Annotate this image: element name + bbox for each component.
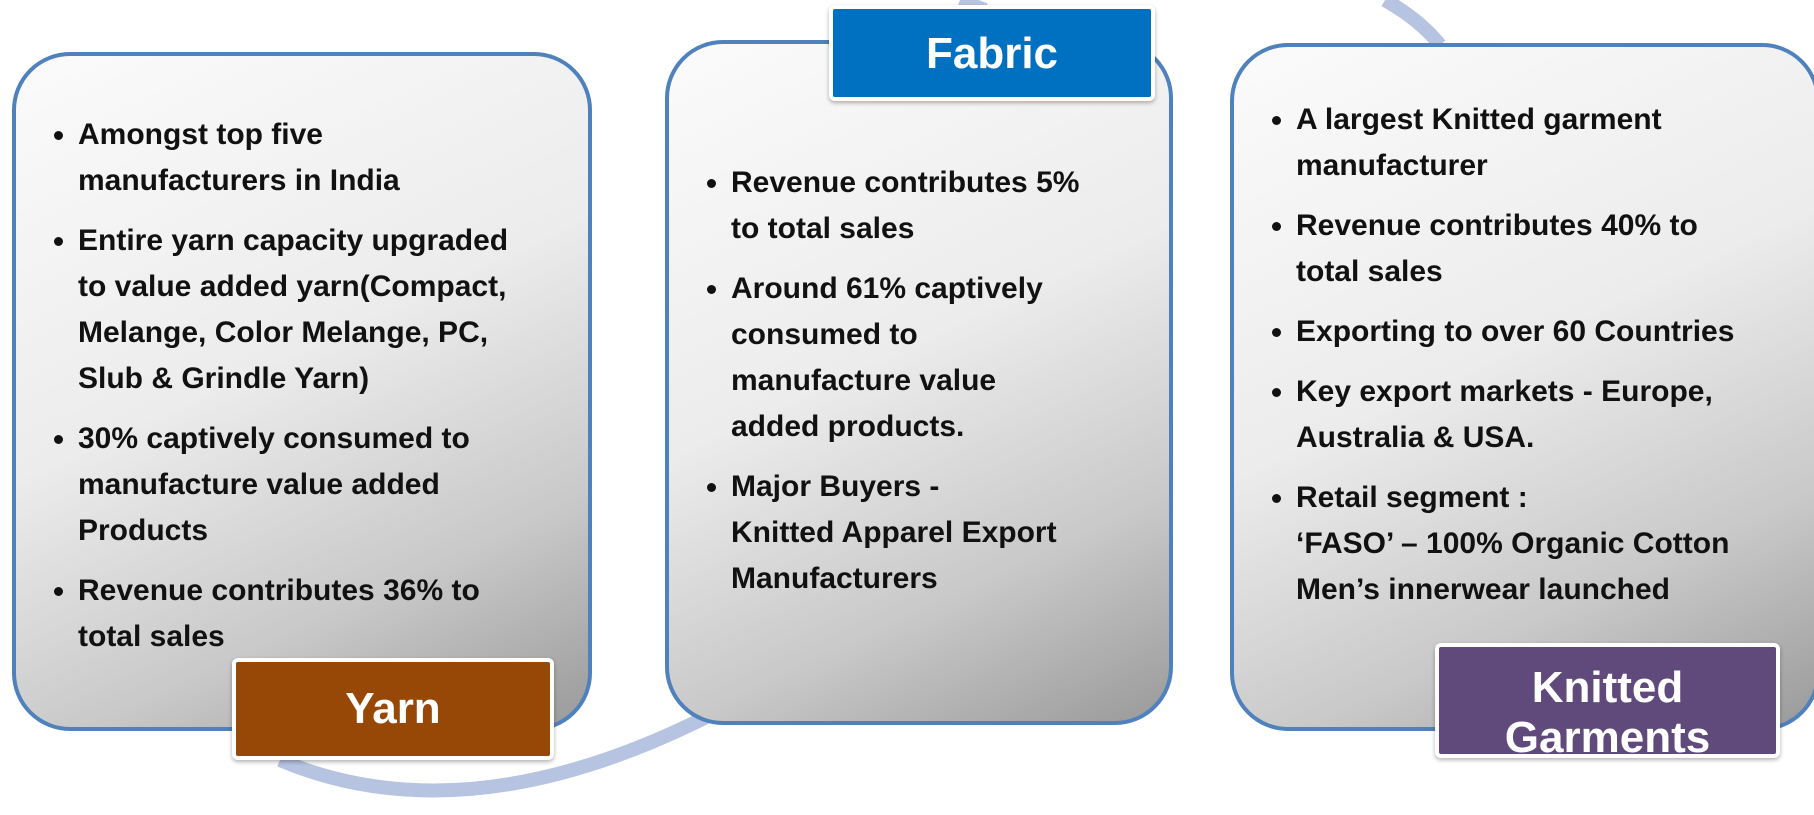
bullet-line: Slub & Grindle Yarn) (78, 362, 370, 395)
bullet-line: A largest Knitted garment (1296, 103, 1662, 136)
bullet-line: Major Buyers - (731, 469, 940, 503)
bullet-line: total sales (1296, 255, 1443, 288)
bullet-list: A largest Knitted garment manufacturer Rev… (1234, 97, 1814, 613)
label-text: Yarn (345, 684, 441, 733)
fabric-panel: Revenue contributes 5% to total sales Arou… (665, 40, 1173, 725)
bullet-line: consumed to (731, 317, 918, 351)
bullet-line: Manufacturers (731, 561, 938, 595)
label-text: Garments (1504, 713, 1711, 758)
bullet-line: manufacturers in India (78, 164, 400, 197)
bullet: 30% captively consumed to manufacture val… (78, 416, 568, 554)
bullet: Around 61% captively consumed to manufactu… (731, 266, 1149, 450)
label-text: Knitted (1531, 663, 1684, 712)
label-text: Fabric (925, 29, 1059, 78)
garments-panel: A largest Knitted garment manufacturer Rev… (1230, 43, 1814, 731)
bullet: Key export markets - Europe, Australia & … (1296, 369, 1796, 461)
bullet: Revenue contributes 36% to total sales (78, 568, 568, 660)
fabric-label: Fabric (829, 5, 1155, 101)
bullet: Amongst top five manufacturers in India (78, 112, 568, 204)
bullet-line: added products. (731, 409, 965, 443)
bullet-line: Retail segment : (1296, 481, 1528, 514)
yarn-panel: Amongst top five manufacturers in India En… (12, 52, 592, 731)
bullet-list: Revenue contributes 5% to total sales Arou… (669, 160, 1169, 616)
bullet-line: Revenue contributes 36% to (78, 574, 480, 607)
bullet: A largest Knitted garment manufacturer (1296, 97, 1796, 189)
bullet: Revenue contributes 40% to total sales (1296, 203, 1796, 295)
bullet-line: Exporting to over 60 Countries (1296, 315, 1735, 348)
yarn-label: Yarn (232, 658, 554, 760)
bullet-line: Revenue contributes 5% (731, 165, 1080, 199)
bullet-line: Key export markets - Europe, (1296, 375, 1713, 408)
bullet-line: manufacturer (1296, 149, 1488, 182)
bullet-line: Melange, Color Melange, PC, (78, 316, 489, 349)
bullet: Exporting to over 60 Countries (1296, 309, 1796, 355)
bullet-line: total sales (78, 620, 225, 653)
bullet-line: Entire yarn capacity upgraded (78, 224, 509, 257)
arc-bottom (277, 703, 724, 798)
bullet: Retail segment : ‘FASO’ – 100% Organic Co… (1296, 475, 1796, 613)
garments-label: Knitted Garments (1435, 643, 1780, 758)
bullet-line: manufacture value (731, 363, 997, 397)
bullet-line: Products (78, 514, 209, 547)
bullet-line: to value added yarn(Compact, (78, 270, 507, 303)
bullet: Revenue contributes 5% to total sales (731, 160, 1149, 252)
bullet-line: manufacture value added (78, 468, 440, 501)
bullet-line: Revenue contributes 40% to (1296, 209, 1698, 242)
bullet-line: Knitted Apparel Export (731, 515, 1057, 549)
bullet-list: Amongst top five manufacturers in India En… (16, 112, 588, 660)
bullet-line: ‘FASO’ – 100% Organic Cotton (1296, 527, 1730, 560)
bullet-line: 30% captively consumed to (78, 422, 470, 455)
arc-right (1381, 0, 1446, 50)
bullet: Major Buyers - Knitted Apparel Export Manu… (731, 464, 1149, 602)
bullet-line: Men’s innerwear launched (1296, 573, 1670, 606)
bullet-line: Australia & USA. (1296, 421, 1535, 454)
bullet-line: Amongst top five (78, 118, 323, 151)
bullet-line: Around 61% captively (731, 271, 1043, 305)
bullet-line: to total sales (731, 211, 915, 245)
bullet: Entire yarn capacity upgraded to value ad… (78, 218, 568, 402)
